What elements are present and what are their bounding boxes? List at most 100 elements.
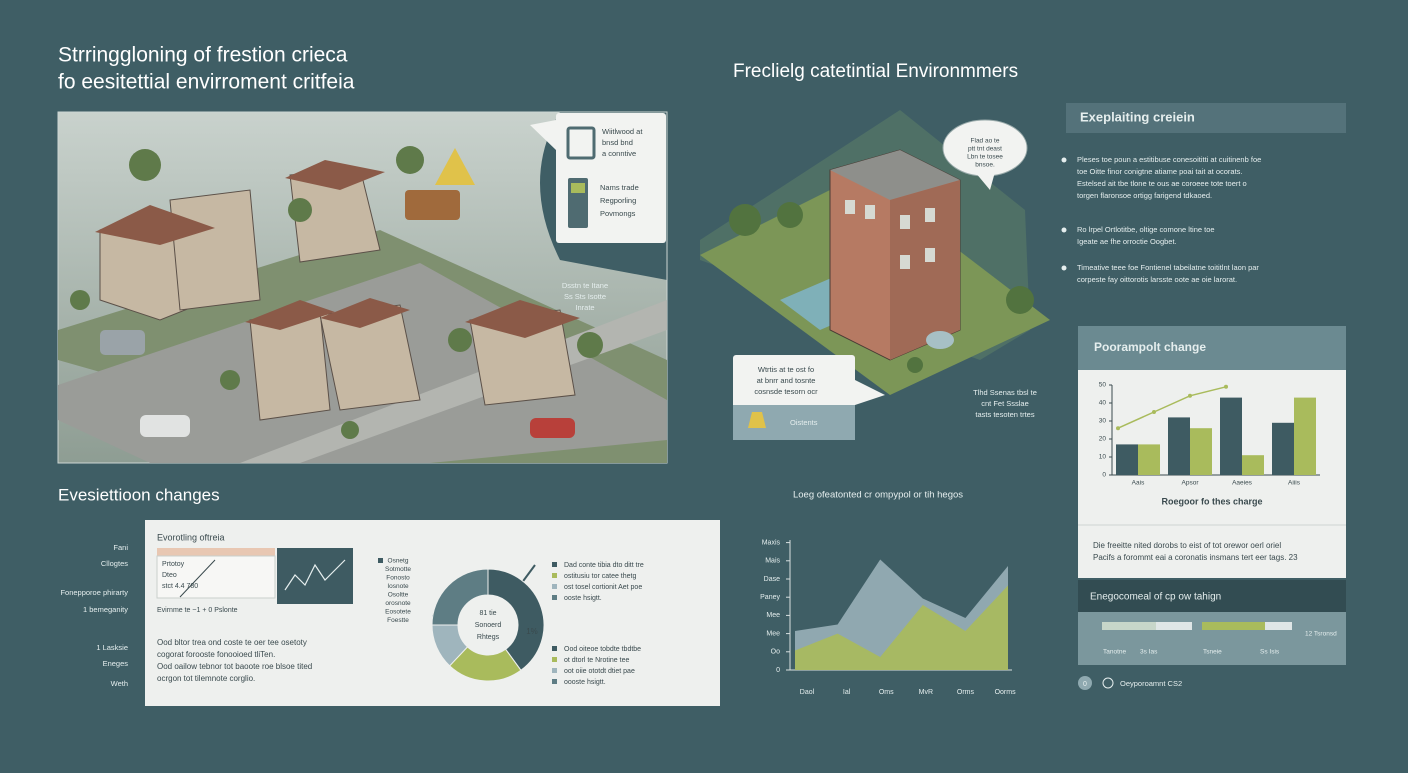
area-series: [795, 585, 1008, 670]
label: ost tosel cortionit Aet poe: [564, 584, 642, 591]
legend-swatch: [552, 646, 557, 651]
label: Osoltte: [388, 592, 409, 599]
donut-slice: [487, 568, 545, 672]
label: Oeyporoamnt CS2: [1120, 679, 1182, 688]
label: 1 bemeganity: [83, 605, 128, 614]
label: Strringgloning of frestion crieca: [58, 44, 348, 67]
bar: [1294, 397, 1316, 475]
label: Paney: [760, 594, 780, 601]
label: oooste hsigtt.: [564, 679, 606, 686]
label: 10: [1099, 454, 1107, 461]
label: Flad ao te: [971, 138, 1000, 145]
label: Sotmotte: [385, 566, 411, 573]
label: orosnote: [385, 600, 411, 607]
label: Evesiettioon changes: [58, 485, 220, 504]
label: Mee: [766, 612, 780, 619]
bar: [1138, 444, 1160, 475]
label: tasts tesoten trtes: [975, 410, 1034, 419]
label: bnsd bnd: [602, 138, 633, 147]
label: Foestte: [387, 617, 409, 624]
label: Fonosto: [386, 575, 410, 582]
line-point: [1224, 384, 1228, 389]
label: MvR: [919, 689, 933, 696]
line-point: [1152, 410, 1156, 414]
label: at bnrr and tosnte: [757, 376, 816, 385]
label: Oms: [879, 689, 894, 696]
label: Osnetg: [388, 558, 409, 565]
map-illustration: [57, 111, 668, 464]
label: Evirnme te ~1 + 0 Pslonte: [157, 607, 238, 614]
label: Povmongs: [600, 209, 636, 218]
label: ot dtorl te Nrotine tee: [564, 657, 629, 664]
label: Dad conte tibia dto ditt tre: [564, 562, 644, 569]
label: Aaeies: [1232, 480, 1253, 487]
legend-swatch: [552, 657, 557, 662]
label: Eneges: [103, 659, 129, 668]
label: Ood oiteoe tobdte tbdtbe: [564, 646, 641, 653]
label: Poorampolt change: [1094, 340, 1206, 354]
label: ostitusiu tor catee thetg: [564, 573, 636, 580]
label: 20: [1099, 436, 1107, 443]
label: Dsstn te Itane: [562, 281, 608, 290]
label: Orms: [957, 689, 975, 696]
label: Igeate ae fhe orroctie Oogbet.: [1077, 237, 1177, 246]
label: Estelsed ait tbe tlone te ous ae coroeee…: [1077, 179, 1247, 188]
label: 30: [1099, 418, 1107, 425]
label: Inrate: [575, 303, 594, 312]
footer-icon: [1078, 676, 1092, 690]
label: Aais: [1132, 480, 1145, 487]
label: Fani: [113, 543, 128, 552]
label: Apsor: [1182, 480, 1200, 487]
label: 3s Ias: [1140, 649, 1158, 656]
bar: [1168, 417, 1190, 475]
label: Cllogtes: [101, 559, 128, 568]
legend-swatch: [552, 679, 557, 684]
label: Aiiis: [1288, 480, 1301, 487]
label: torgen flaronsoe ortigg farigend tdkaoed…: [1077, 191, 1212, 200]
label: Ss Isis: [1260, 649, 1280, 656]
label: Dteo: [162, 572, 177, 579]
label: Exeplaiting creiein: [1080, 109, 1195, 124]
label: Prtotoy: [162, 561, 185, 568]
progress-bar: [1102, 622, 1156, 630]
bullet: [1061, 265, 1067, 271]
iso-callout: [733, 355, 885, 440]
label: 1 Lasksie: [96, 643, 128, 652]
label: Eosotete: [385, 609, 411, 616]
label: 0: [1083, 681, 1087, 688]
label: Tlhd Ssenas tbsl te: [973, 388, 1037, 397]
label: Wtrtis at te ost fo: [758, 365, 814, 374]
label: Tanotne: [1103, 649, 1127, 656]
label: Freclielg catetintial Environmmers: [733, 61, 1018, 82]
label: Enegocomeal of cp ow tahign: [1090, 592, 1221, 603]
label: Regporling: [600, 196, 636, 205]
donut-slice: [431, 568, 489, 626]
label: Ood oailow tebnor tot baoote roe blsoe t…: [157, 662, 312, 671]
legend-swatch: [552, 584, 557, 589]
label: ooste hsigtt.: [564, 595, 602, 602]
legend-swatch: [552, 573, 557, 578]
label: 0: [1102, 472, 1106, 479]
bullet: [1061, 227, 1067, 233]
line-point: [1188, 393, 1192, 398]
panel-header: [1066, 103, 1346, 133]
label: Weth: [111, 679, 128, 688]
label: 81 tie: [479, 610, 496, 617]
label: a conntive: [602, 149, 636, 158]
bar: [1116, 444, 1138, 475]
label: oot oiie ototdt dtiet pae: [564, 668, 635, 675]
footer-icon: [1102, 677, 1114, 689]
label: Sonoerd: [475, 622, 502, 629]
label: fo eesitettial envirroment critfeia: [58, 71, 355, 94]
legend-swatch: [552, 595, 557, 600]
bar: [1242, 455, 1264, 475]
label: Ss Sts Isotte: [564, 292, 606, 301]
label: Dase: [764, 576, 780, 583]
label: Rhtegs: [477, 634, 500, 641]
line-series: [1117, 386, 1227, 429]
label: Die freeitte nited dorobs to eist of tot…: [1093, 541, 1281, 550]
label: Evorotling oftreia: [157, 532, 225, 542]
iso-illustration: [700, 110, 1050, 395]
label: Loeg ofeatonted cr ompypol or tih hegos: [793, 490, 963, 501]
